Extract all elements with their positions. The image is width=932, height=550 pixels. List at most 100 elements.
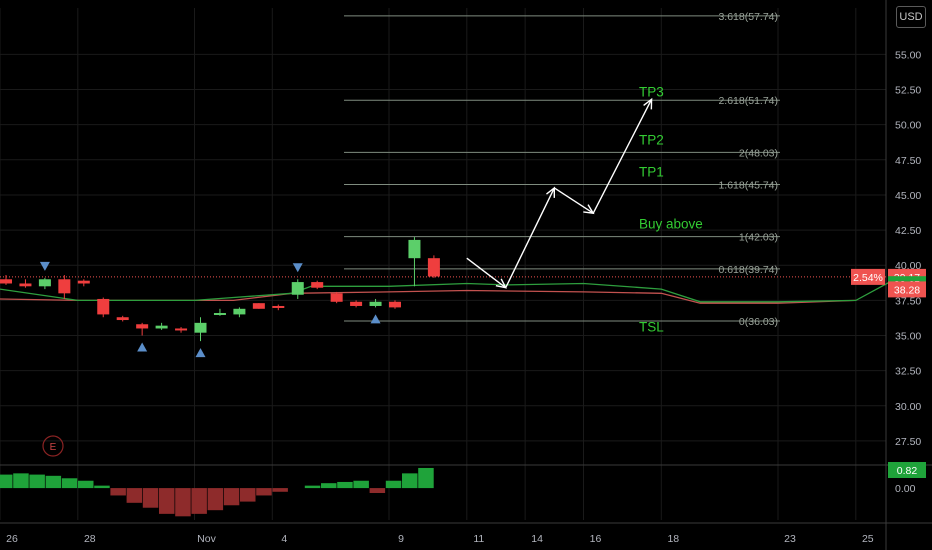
- candle-body: [155, 325, 168, 329]
- earnings-marker: E: [42, 435, 64, 457]
- buy-signal-icon: [370, 314, 381, 324]
- price-tick-label: 45.00: [895, 190, 921, 202]
- histogram-bar: [175, 488, 191, 517]
- candle-body: [213, 313, 226, 316]
- badge-label: 0.82: [897, 465, 918, 477]
- earnings-label: E: [50, 442, 57, 453]
- price-tick-label: 32.50: [895, 366, 921, 378]
- fib-level-label: 0(36.03): [739, 316, 778, 328]
- time-tick-label: 18: [667, 533, 679, 545]
- candle-body: [77, 280, 90, 284]
- candle-body: [252, 303, 265, 309]
- fib-level-label: 2(48.03): [739, 147, 778, 159]
- price-tick-label: 50.00: [895, 120, 921, 132]
- price-tick-label: 47.50: [895, 155, 921, 167]
- candle-body: [194, 322, 207, 333]
- candle-body: [272, 305, 285, 308]
- candle: [350, 300, 363, 308]
- histogram-bar: [321, 483, 337, 489]
- projection-arrowhead: [583, 204, 595, 215]
- candle-body: [116, 317, 129, 321]
- histogram-bar: [369, 488, 386, 493]
- histogram-bar: [110, 488, 126, 496]
- projection-arrowhead: [495, 278, 507, 289]
- time-tick-label: 28: [84, 533, 96, 545]
- histogram-bar: [78, 480, 94, 489]
- candle: [155, 322, 168, 330]
- badge-background: [888, 281, 926, 298]
- annotation-label: TP2: [639, 132, 664, 147]
- price-tick-label: 55.00: [895, 49, 921, 61]
- price-change-badge: 2.54%: [851, 268, 885, 285]
- badge-label: 2.54%: [853, 272, 883, 284]
- candle: [252, 303, 265, 309]
- candle-body: [58, 279, 71, 294]
- projection-segment: [505, 187, 555, 289]
- time-tick-label: 26: [6, 533, 18, 545]
- time-tick-label: 25: [862, 533, 874, 545]
- fib-level-label: 3.618(57.74): [718, 11, 778, 23]
- candle: [136, 322, 149, 336]
- histogram-bar: [191, 488, 207, 514]
- oscillator-value-badge: 0.82: [888, 462, 926, 478]
- buy-signal-icon: [137, 342, 148, 352]
- price-tick-label: 52.50: [895, 85, 921, 97]
- projection-arrowhead: [643, 97, 653, 110]
- candle: [427, 255, 440, 278]
- time-tick-label: Nov: [197, 533, 216, 545]
- candle: [97, 297, 110, 318]
- candle-body: [369, 301, 382, 306]
- candle: [330, 291, 343, 304]
- candle: [175, 327, 188, 333]
- histogram-bar: [256, 488, 272, 496]
- histogram-bar: [207, 488, 224, 511]
- price-axis: 55.0052.5050.0047.5045.0042.5040.0037.50…: [895, 49, 921, 495]
- histogram-bar: [29, 474, 45, 489]
- candle-body: [350, 301, 363, 306]
- candle: [0, 275, 12, 285]
- candle: [213, 308, 226, 316]
- candle-body: [38, 279, 51, 287]
- candle: [369, 298, 382, 308]
- candle-body: [175, 328, 188, 331]
- badge-background: [888, 462, 926, 478]
- buy-signal-icon: [195, 348, 206, 358]
- price-tick-label: 30.00: [895, 401, 921, 413]
- histogram-bar: [159, 488, 175, 514]
- time-tick-label: 9: [398, 533, 404, 545]
- histogram-bar: [304, 485, 321, 489]
- currency-button[interactable]: USD: [896, 6, 926, 28]
- candle-body: [136, 324, 149, 329]
- projection-segment: [553, 187, 594, 214]
- candle: [233, 307, 246, 318]
- candle: [389, 300, 401, 309]
- candle-body: [408, 239, 421, 259]
- candle-body: [427, 258, 440, 277]
- histogram-bar: [142, 488, 159, 508]
- histogram-bar: [45, 475, 62, 489]
- candle: [77, 279, 90, 287]
- moving-average-green: [0, 278, 896, 303]
- histogram-bar: [94, 485, 110, 489]
- price-tick-label: 35.00: [895, 330, 921, 342]
- histogram-bar: [418, 467, 434, 489]
- annotation-label: Buy above: [639, 217, 703, 232]
- projection-arrowhead: [546, 186, 556, 198]
- candle: [311, 280, 324, 290]
- projection-path: [466, 97, 653, 289]
- projection-segment: [466, 257, 507, 289]
- fib-level-label: 1(42.03): [739, 232, 778, 244]
- candle-body: [97, 298, 110, 315]
- badge-background: [851, 268, 885, 285]
- sell-signal-icon: [292, 263, 303, 273]
- time-tick-label: 4: [281, 533, 287, 545]
- sell-signal-icon: [39, 261, 50, 271]
- annotation-label: TP1: [639, 165, 664, 180]
- histogram-bar: [61, 478, 78, 489]
- candle: [38, 277, 51, 290]
- candle-body: [330, 293, 343, 302]
- candle-body: [233, 308, 246, 315]
- indicator-price-badge: 38.28: [888, 281, 926, 298]
